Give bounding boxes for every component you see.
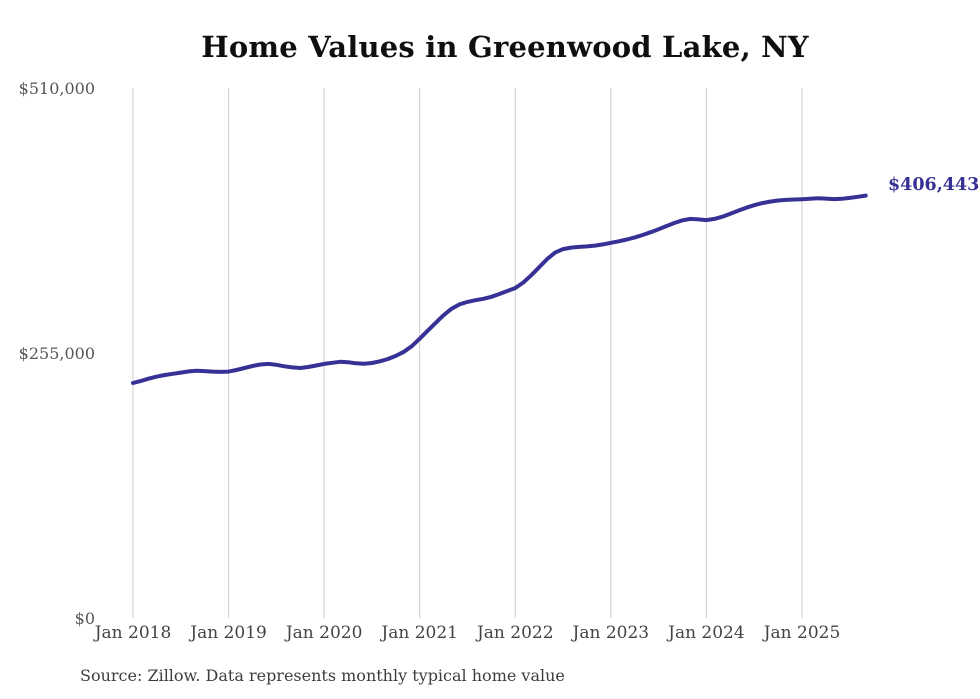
x-axis-tick-label: Jan 2019 <box>190 623 267 643</box>
y-axis-tick-label: $255,000 <box>18 344 95 363</box>
price-line <box>131 193 868 385</box>
source-note: Source: Zillow. Data represents monthly … <box>80 666 565 685</box>
x-axis-tick-label: Jan 2020 <box>285 623 363 643</box>
x-axis-tick-label: Jan 2025 <box>763 623 841 643</box>
x-axis-tick-label: Jan 2021 <box>381 623 458 643</box>
latest-value-label: $406,443 <box>888 175 980 195</box>
y-axis-tick-label: $510,000 <box>18 79 95 98</box>
x-axis-tick-label: Jan 2024 <box>668 623 745 643</box>
x-axis-tick-label: Jan 2022 <box>476 623 554 643</box>
y-axis-tick-label: $0 <box>74 609 95 628</box>
x-axis-tick-label: Jan 2018 <box>94 623 172 643</box>
x-axis-tick-label: Jan 2023 <box>572 623 650 643</box>
chart-title: Home Values in Greenwood Lake, NY <box>201 30 809 64</box>
